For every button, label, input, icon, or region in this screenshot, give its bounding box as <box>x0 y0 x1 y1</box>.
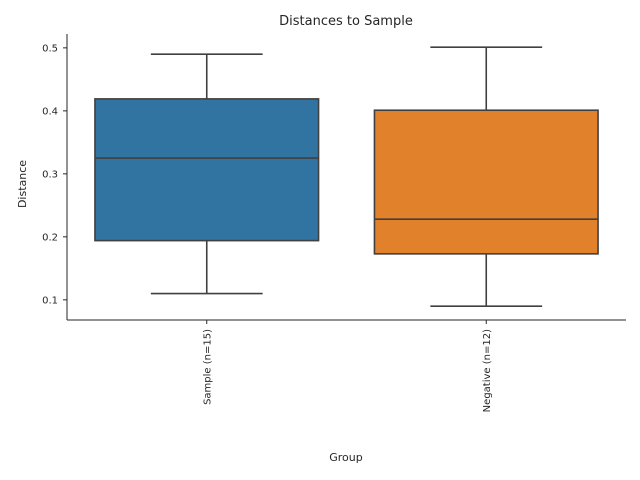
plot-area: 0.1 0.2 0.3 0.4 0.5 Sample (n=15) Negative (n=… <box>42 34 626 412</box>
box-iqr <box>373 109 599 255</box>
x-axis-label: Group <box>329 451 363 464</box>
box-iqr <box>94 98 320 242</box>
y-tick-label: 0.5 <box>42 43 58 54</box>
y-axis-label: Distance <box>16 160 29 208</box>
x-tick-label: Sample (n=15) <box>202 329 213 405</box>
chart-title: Distances to Sample <box>279 14 413 29</box>
x-tick-label: Negative (n=12) <box>482 329 493 412</box>
y-tick-label: 0.4 <box>42 106 58 117</box>
y-tick-label: 0.1 <box>42 295 58 306</box>
y-tick-label: 0.3 <box>42 169 58 180</box>
y-tick-label: 0.2 <box>42 232 58 243</box>
